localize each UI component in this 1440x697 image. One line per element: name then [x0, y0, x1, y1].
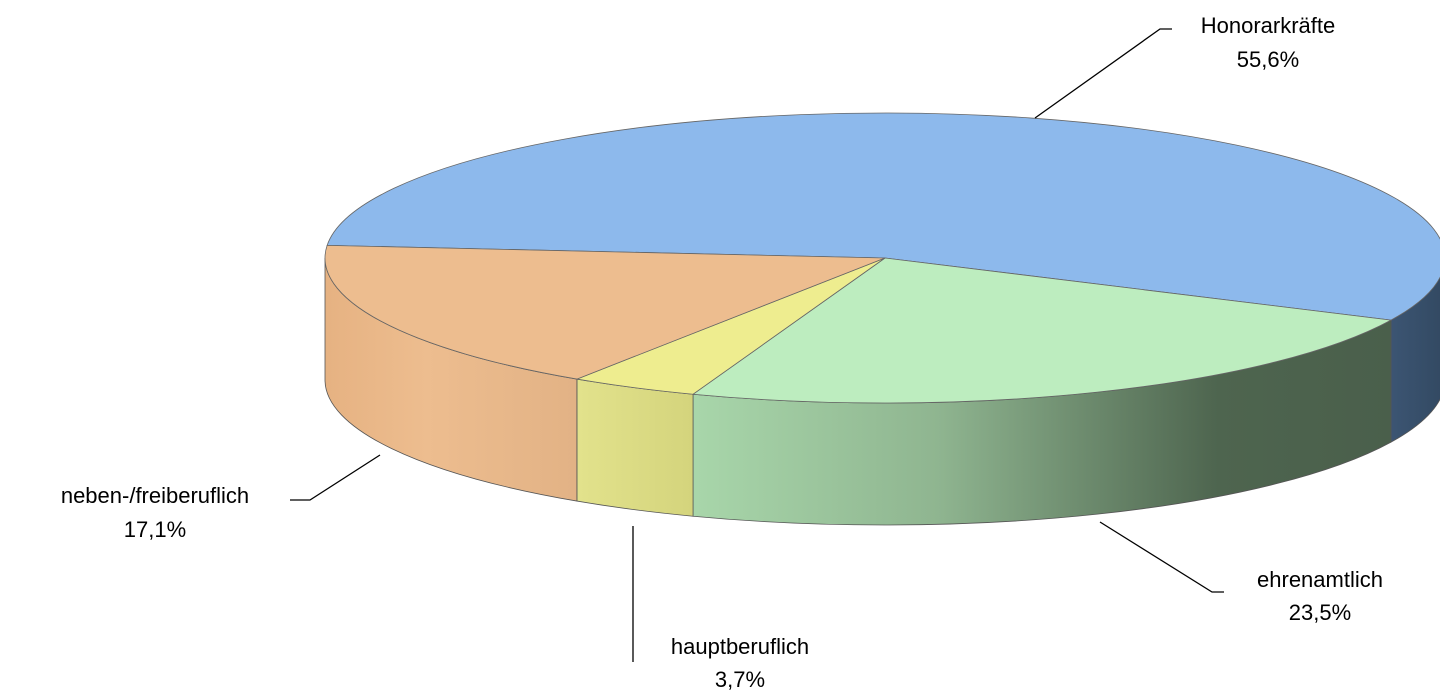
leader-line — [290, 454, 381, 501]
slice-value-label: 55,6% — [1237, 47, 1299, 72]
slice-value-label: 3,7% — [715, 667, 765, 692]
slice-label: hauptberuflich — [671, 634, 809, 659]
slice — [324, 244, 886, 380]
leader-line — [1099, 521, 1224, 593]
slice-value-label: 23,5% — [1289, 600, 1351, 625]
slice — [326, 112, 1440, 321]
slice-label: neben-/freiberuflich — [61, 483, 249, 508]
slice — [691, 257, 1393, 404]
leader-lines — [290, 28, 1224, 662]
pie-tops — [324, 112, 1440, 404]
pie-sides — [324, 257, 1440, 526]
slice-side — [576, 378, 694, 517]
slice-label: ehrenamtlich — [1257, 567, 1383, 592]
slice-value-label: 17,1% — [124, 517, 186, 542]
slice-label: Honorarkräfte — [1201, 13, 1336, 38]
leader-line — [1034, 28, 1172, 119]
